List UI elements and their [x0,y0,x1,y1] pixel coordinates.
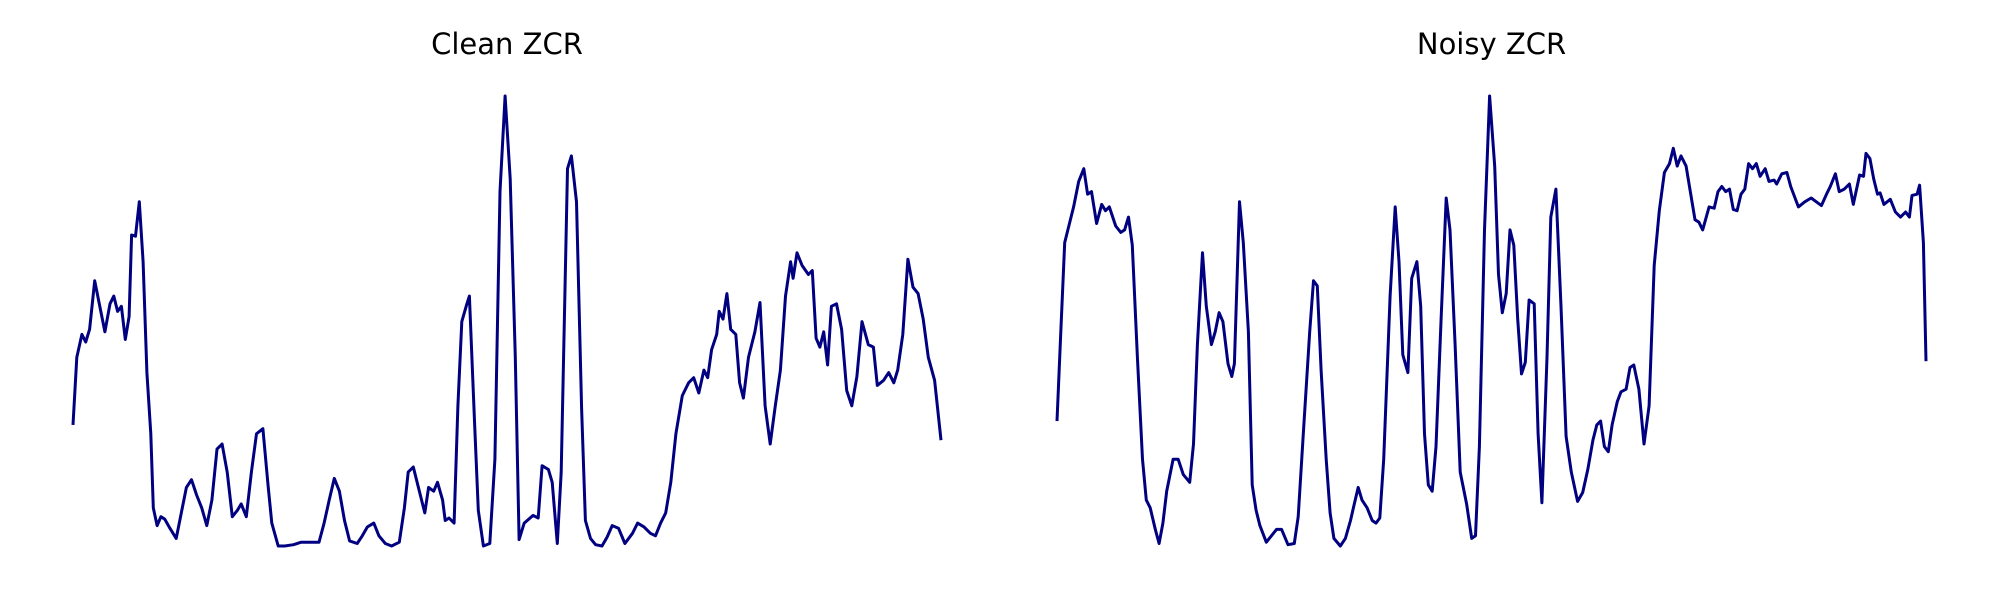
chart-title: Noisy ZCR [1417,27,1566,61]
zcr-line [1055,94,1928,548]
chart-title: Clean ZCR [431,27,583,61]
zcr-line [71,94,943,548]
